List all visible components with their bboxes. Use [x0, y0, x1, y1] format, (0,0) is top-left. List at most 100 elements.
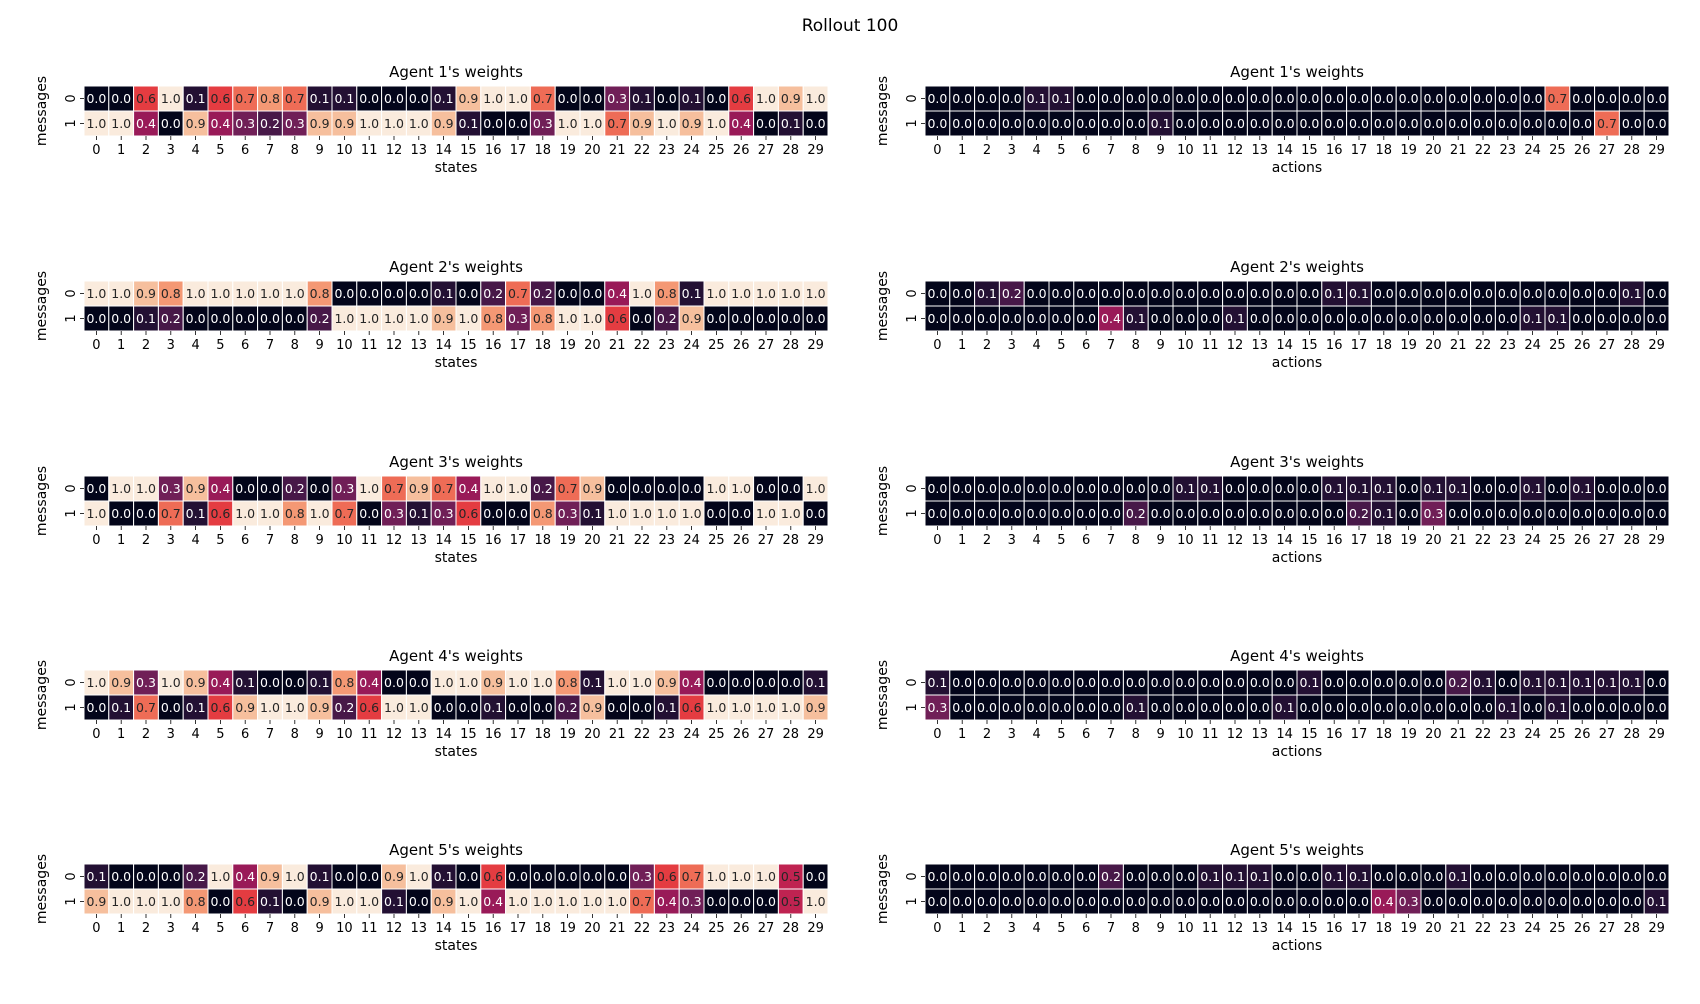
- x-tick-label: 19: [1400, 338, 1417, 353]
- cell-label: 0.0: [927, 91, 947, 106]
- x-tick-label: 11: [1202, 143, 1219, 158]
- heatmap-cell: [1246, 305, 1273, 332]
- cell-label: 0.0: [1225, 894, 1245, 909]
- cell-label: 1.0: [582, 116, 602, 131]
- cell-label: 0.3: [533, 116, 553, 131]
- cell-label: 0.0: [1498, 286, 1518, 301]
- x-tick-label: 16: [1326, 921, 1343, 936]
- cell-label: 0.0: [1175, 894, 1195, 909]
- cell-label: 0.1: [1498, 700, 1518, 715]
- heatmap-cell: [455, 280, 482, 307]
- x-tick-label: 5: [216, 727, 224, 742]
- heatmap-cell: [1023, 694, 1050, 721]
- heatmap-cell: [1321, 669, 1348, 696]
- x-tick-label: 23: [659, 921, 676, 936]
- cell-label: 0.0: [1523, 894, 1543, 909]
- cell-label: 0.0: [1002, 311, 1022, 326]
- x-tick-label: 26: [733, 338, 750, 353]
- x-tick-label: 26: [733, 143, 750, 158]
- cell-label: 0.0: [1572, 311, 1592, 326]
- cell-label: 0.9: [310, 700, 330, 715]
- cell-label: 0.0: [1151, 311, 1171, 326]
- x-tick-label: 24: [1524, 533, 1541, 548]
- heatmap-cell: [405, 475, 432, 502]
- heatmap-cell: [1147, 888, 1174, 915]
- heatmap-cell: [1494, 863, 1521, 890]
- cell-label: 1.0: [359, 481, 379, 496]
- cell-label: 0.0: [86, 311, 106, 326]
- cell-label: 0.6: [731, 91, 751, 106]
- cell-label: 0.3: [558, 506, 578, 521]
- cell-label: 0.4: [1101, 311, 1121, 326]
- cell-label: 1.0: [706, 869, 726, 884]
- y-tick-label: 1: [905, 897, 920, 905]
- x-tick-label: 3: [1008, 143, 1016, 158]
- cell-label: 1.0: [359, 894, 379, 909]
- cell-label: 0.6: [607, 311, 627, 326]
- cell-label: 0.0: [1051, 869, 1071, 884]
- cell-label: 1.0: [409, 869, 429, 884]
- panel-title: Agent 3's weights: [1230, 453, 1364, 471]
- x-tick-label: 11: [1202, 338, 1219, 353]
- heatmap-cell: [1594, 475, 1620, 502]
- cell-label: 0.1: [1200, 869, 1220, 884]
- cell-label: 1.0: [706, 116, 726, 131]
- x-axis-label: actions: [1272, 550, 1322, 566]
- x-tick-label: 1: [958, 727, 966, 742]
- heatmap-cell: [257, 305, 283, 332]
- x-tick-label: 9: [1156, 533, 1164, 548]
- cell-label: 0.0: [1027, 481, 1047, 496]
- cell-label: 0.0: [409, 675, 429, 690]
- heatmap-cell: [1147, 110, 1174, 137]
- heatmap-cell: [703, 863, 730, 890]
- x-tick-label: 25: [708, 727, 725, 742]
- cell-label: 1.0: [632, 286, 652, 301]
- cell-label: 0.0: [1250, 311, 1270, 326]
- heatmap-cell: [998, 305, 1025, 332]
- cell-label: 0.0: [1597, 286, 1617, 301]
- cell-label: 0.4: [657, 894, 677, 909]
- x-tick-label: 5: [1057, 338, 1065, 353]
- x-tick-label: 6: [1082, 727, 1090, 742]
- cell-label: 1.0: [781, 286, 801, 301]
- cell-label: 0.0: [927, 481, 947, 496]
- x-tick-label: 18: [535, 921, 552, 936]
- x-tick-label: 0: [92, 727, 100, 742]
- cell-label: 0.8: [533, 311, 553, 326]
- x-tick-label: 4: [191, 143, 199, 158]
- x-tick-label: 22: [634, 921, 651, 936]
- cell-label: 0.0: [582, 286, 602, 301]
- heatmap-cell: [281, 863, 308, 890]
- cell-label: 0.0: [706, 311, 726, 326]
- heatmap-cell: [728, 669, 755, 696]
- cell-label: 0.0: [1374, 116, 1394, 131]
- heatmap-cell: [505, 305, 531, 332]
- cell-label: 0.0: [1200, 286, 1220, 301]
- heatmap-cell: [1370, 280, 1397, 307]
- x-tick-label: 22: [1475, 921, 1492, 936]
- heatmap-cell: [108, 500, 135, 527]
- heatmap-cell: [1098, 280, 1124, 307]
- cell-label: 0.0: [1399, 481, 1419, 496]
- heatmap-cell: [1643, 110, 1670, 137]
- cell-label: 0.0: [1151, 481, 1171, 496]
- cell-label: 0.0: [806, 506, 826, 521]
- cell-label: 0.0: [1523, 700, 1543, 715]
- cell-label: 0.1: [1225, 311, 1245, 326]
- x-tick-label: 26: [1574, 921, 1591, 936]
- heatmap-cell: [1594, 305, 1620, 332]
- x-tick-label: 20: [1425, 921, 1442, 936]
- heatmap-cell: [1073, 694, 1100, 721]
- cell-label: 0.1: [1597, 675, 1617, 690]
- cell-label: 0.0: [458, 869, 478, 884]
- cell-label: 1.0: [384, 116, 404, 131]
- x-tick-label: 0: [933, 143, 941, 158]
- cell-label: 0.9: [781, 91, 801, 106]
- x-tick-label: 15: [460, 727, 477, 742]
- cell-label: 0.1: [781, 116, 801, 131]
- cell-label: 0.0: [1250, 116, 1270, 131]
- heatmap-cell: [1197, 669, 1224, 696]
- cell-label: 0.3: [334, 481, 354, 496]
- cell-label: 0.0: [1175, 869, 1195, 884]
- cell-label: 0.0: [1101, 700, 1121, 715]
